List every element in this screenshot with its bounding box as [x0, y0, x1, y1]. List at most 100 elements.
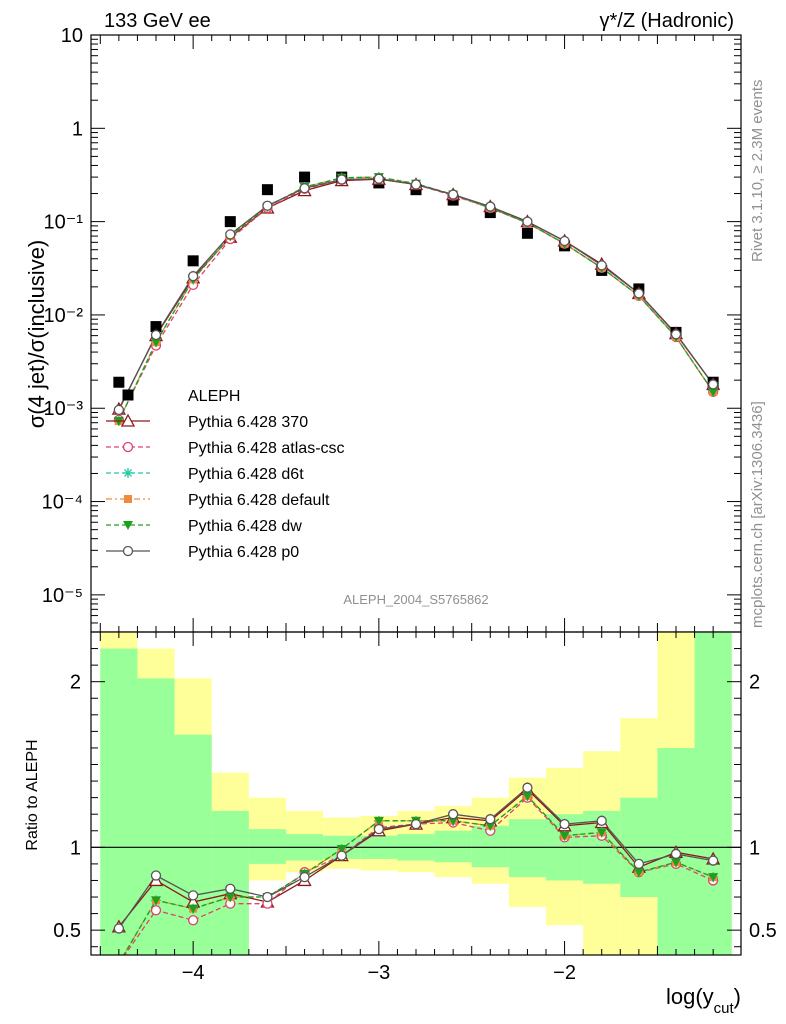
- ratio-point-dw-2-shape: [188, 904, 199, 914]
- legend-label-d6t: Pythia 6.428 d6t: [188, 466, 304, 483]
- main-point-p0-8-shape: [410, 179, 422, 190]
- main-point-p0-14-shape: [633, 288, 645, 299]
- main-line-370: [118, 178, 714, 410]
- legend-marker-atlas-csc: [122, 441, 134, 453]
- ratio-point-p0-6-shape: [336, 850, 347, 861]
- legend-label-370: Pythia 6.428 370: [188, 414, 308, 431]
- main-point-p0-1: [150, 329, 162, 341]
- ratio-point-dw-0: [114, 959, 124, 968]
- main-point-p0-3-shape: [225, 229, 236, 240]
- main-point-aleph-2-shape: [187, 255, 199, 267]
- ratio-point-dw-0-shape: [114, 959, 124, 968]
- main-point-aleph-0: [113, 376, 125, 388]
- ratio-point-dw-15-shape: [671, 858, 681, 868]
- main-point-p0-5: [299, 183, 310, 194]
- ratio-point-p0-15-shape: [670, 848, 682, 860]
- ratio-point-p0-11-shape: [522, 782, 533, 793]
- legend-marker-370: [120, 413, 136, 427]
- main-line-p0: [118, 178, 714, 411]
- ratio-point-dw-6-shape: [336, 844, 347, 854]
- main-point-p0-6: [336, 174, 347, 185]
- main-point-p0-15: [670, 329, 682, 340]
- main-point-p0-2-shape: [187, 271, 199, 282]
- ratio-ytick-label-left: 2: [70, 672, 81, 694]
- main-point-p0-9-shape: [447, 189, 459, 200]
- ratio-ytick-label-left: 0.5: [53, 920, 81, 942]
- ratio-point-dw-15: [671, 858, 681, 868]
- ratio-point-p0-16: [707, 855, 719, 866]
- ratio-point-atlas-csc-1: [150, 905, 162, 916]
- ratio-ylabel: Ratio to ALEPH: [24, 739, 41, 850]
- ratio-point-dw-6: [336, 844, 347, 854]
- header-left: 133 GeV ee: [104, 10, 211, 32]
- legend-item-p0: Pythia 6.428 p0: [106, 544, 299, 561]
- main-point-aleph-2: [187, 255, 199, 267]
- main-point-aleph-4: [261, 184, 273, 196]
- ratio-point-p0-13: [596, 815, 607, 826]
- ratio-point-p0-9-shape: [447, 809, 459, 820]
- ratio-axes: 0.5 0.5 1 1 2 2 −4 −3 −2: [53, 632, 777, 984]
- main-point-p0-5-shape: [299, 183, 310, 194]
- legend-label-atlas-csc: Pythia 6.428 atlas-csc: [188, 440, 345, 457]
- legend-item-default: Pythia 6.428 default: [106, 492, 330, 509]
- main-point-p0-15-shape: [670, 329, 682, 340]
- ratio-point-dw-14: [633, 868, 644, 878]
- main-point-aleph-4-shape: [261, 184, 273, 196]
- main-series-group: [111, 171, 721, 426]
- ratio-point-atlas-csc-1-shape: [150, 905, 162, 916]
- main-point-p0-10-shape: [485, 201, 496, 212]
- ratio-point-dw-9-shape: [448, 816, 459, 826]
- ratio-point-dw-1-shape: [151, 896, 161, 906]
- legend-marker-default: [124, 495, 132, 503]
- main-frame: [90, 34, 742, 633]
- legend-marker-p0: [122, 545, 134, 557]
- legend-label-default: Pythia 6.428 default: [188, 492, 330, 509]
- main-line-default: [118, 176, 714, 422]
- legend: ALEPH Pythia 6.428 370 Pythia 6.428 atlas-…: [106, 388, 345, 561]
- ratio-point-p0-5-shape: [299, 871, 310, 883]
- ratio-point-p0-14-shape: [633, 858, 645, 870]
- ratio-ytick-label-left: 1: [70, 837, 81, 859]
- ratio-point-p0-0: [113, 923, 125, 934]
- ratio-point-p0-14: [633, 858, 645, 870]
- main-point-dw-16: [708, 387, 719, 397]
- main-point-p0-3: [225, 229, 236, 240]
- ratio-point-p0-5: [299, 871, 310, 883]
- main-ytick-label: 10⁻⁴: [42, 492, 83, 514]
- ratio-xtick-label: −4: [182, 962, 205, 984]
- ratio-point-p0-4-shape: [262, 891, 273, 903]
- main-point-p0-16: [707, 379, 719, 390]
- ratio-point-p0-7: [373, 823, 385, 835]
- x-axis-label: log(ycut): [666, 984, 741, 1017]
- ratio-ytick-label-right: 1: [749, 837, 760, 859]
- legend-marker-default-shape: [124, 495, 132, 503]
- main-point-p0-16-shape: [707, 379, 719, 390]
- ratio-point-p0-1-shape: [150, 870, 162, 881]
- legend-marker-p0-shape: [122, 545, 134, 557]
- main-plot-area: [111, 171, 721, 426]
- ratio-point-p0-7-shape: [373, 823, 385, 835]
- ratio-point-dw-11-shape: [522, 791, 533, 801]
- legend-item-370: Pythia 6.428 370: [106, 413, 308, 431]
- ratio-point-p0-15: [670, 848, 682, 860]
- ratio-point-dw-14-shape: [633, 868, 644, 878]
- main-ytick-label: 10⁻⁵: [42, 585, 83, 607]
- ratio-point-p0-4: [262, 891, 273, 903]
- legend-item-aleph: ALEPH: [122, 388, 240, 405]
- main-line-d6t: [118, 176, 714, 422]
- ratio-point-p0-11: [522, 782, 533, 793]
- main-point-p0-8: [410, 179, 422, 190]
- side-text-top: Rivet 3.1.10, ≥ 2.3M events: [749, 80, 766, 263]
- ratio-point-atlas-csc-0: [114, 959, 123, 968]
- main-point-p0-12: [559, 235, 570, 247]
- ratio-point-atlas-csc-0-shape: [114, 959, 123, 968]
- ratio-point-d6t-0: [114, 958, 124, 968]
- ratio-band-inner: [694, 632, 732, 955]
- legend-item-d6t: Pythia 6.428 d6t: [106, 466, 304, 483]
- legend-item-dw: Pythia 6.428 dw: [106, 518, 302, 535]
- ratio-band-inner: [508, 819, 546, 878]
- ratio-plot-area: [91, 632, 741, 968]
- ratio-point-p0-8-shape: [410, 818, 422, 830]
- legend-label-aleph: ALEPH: [188, 388, 240, 405]
